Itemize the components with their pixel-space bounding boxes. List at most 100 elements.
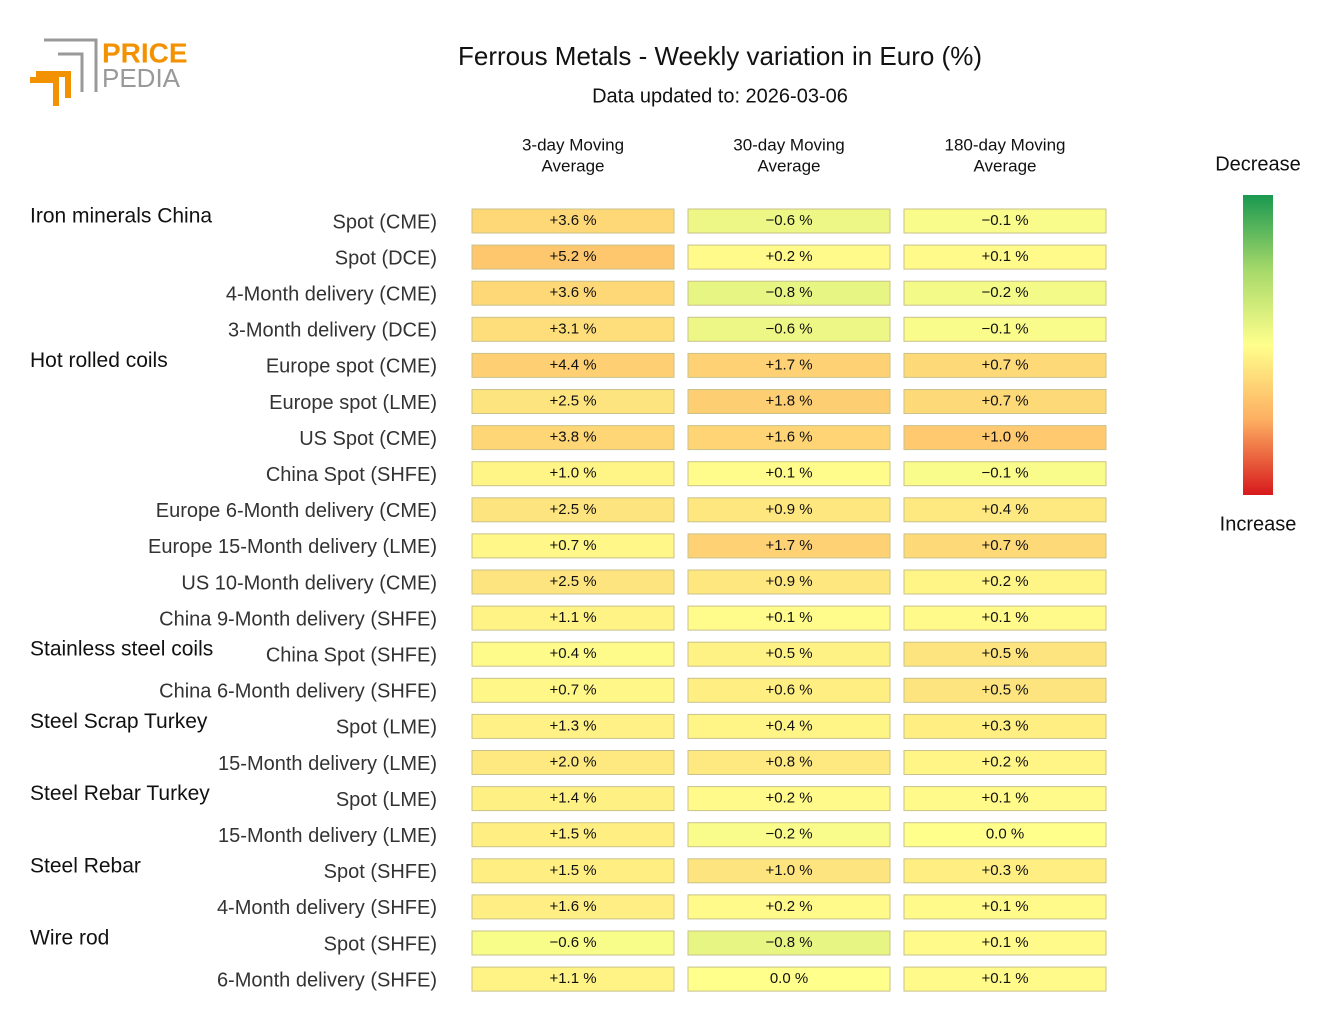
value-label: +0.8 %	[765, 753, 812, 770]
heatmap-cell	[903, 316, 1107, 342]
heatmap-cell	[687, 389, 891, 414]
heatmap-cell	[471, 533, 675, 559]
heatmap-cell	[687, 208, 891, 234]
column-header: Average	[757, 156, 820, 175]
heatmap-cell	[903, 677, 1107, 703]
heatmap-cell	[687, 280, 891, 306]
value-label: +0.1 %	[765, 465, 812, 482]
value-label: +0.7 %	[981, 537, 1028, 554]
value-label: +0.9 %	[765, 501, 812, 518]
heatmap-cell	[471, 605, 675, 631]
value-label: −0.6 %	[765, 212, 812, 229]
row-label: China Spot (SHFE)	[266, 464, 437, 486]
heatmap-cell	[687, 713, 891, 739]
value-label: +2.5 %	[549, 392, 596, 409]
heatmap-cell	[471, 280, 675, 306]
row-label: US 10-Month delivery (CME)	[181, 572, 437, 594]
column-header: 30-day Moving	[733, 135, 845, 154]
row-label: 4-Month delivery (SHFE)	[217, 897, 437, 919]
value-label: −0.8 %	[765, 934, 812, 951]
row-label: China 9-Month delivery (SHFE)	[159, 608, 437, 630]
value-label: +0.2 %	[765, 790, 812, 807]
value-label: +1.4 %	[549, 790, 596, 807]
heatmap-cell	[687, 858, 891, 884]
value-label: +1.0 %	[981, 429, 1028, 446]
row-label: US Spot (CME)	[299, 428, 437, 450]
heatmap-cell	[687, 425, 891, 451]
row-label: Spot (SHFE)	[324, 933, 437, 955]
value-label: +1.7 %	[765, 537, 812, 554]
value-label: +1.6 %	[765, 429, 812, 446]
value-label: +0.1 %	[981, 609, 1028, 626]
value-label: +0.2 %	[765, 248, 812, 265]
heatmap-cell	[903, 966, 1107, 992]
value-label: +0.1 %	[981, 898, 1028, 915]
value-label: +0.6 %	[765, 681, 812, 698]
value-label: +0.1 %	[765, 609, 812, 626]
colorbar-label: Decrease	[1215, 153, 1301, 175]
heatmap-cell	[903, 786, 1107, 812]
value-label: +0.4 %	[765, 717, 812, 734]
value-label: +1.0 %	[549, 465, 596, 482]
heatmap-cell	[687, 894, 891, 920]
heatmap-cell	[471, 316, 675, 342]
row-label: Europe 15-Month delivery (LME)	[148, 536, 437, 558]
heatmap-cell	[471, 966, 675, 992]
value-label: +2.5 %	[549, 573, 596, 590]
value-label: +0.1 %	[981, 970, 1028, 987]
value-label: +1.5 %	[549, 826, 596, 843]
column-header: 3-day Moving	[522, 135, 624, 154]
value-label: +2.5 %	[549, 501, 596, 518]
value-label: +3.6 %	[549, 212, 596, 229]
value-label: +0.4 %	[549, 645, 596, 662]
logo-text: PRICE	[102, 37, 188, 68]
value-label: +1.6 %	[549, 898, 596, 915]
value-label: +3.1 %	[549, 320, 596, 337]
row-label: 4-Month delivery (CME)	[226, 283, 437, 305]
value-label: +0.7 %	[549, 681, 596, 698]
value-label: +0.1 %	[981, 790, 1028, 807]
heatmap-cell	[903, 605, 1107, 631]
value-label: +0.2 %	[981, 753, 1028, 770]
row-label: 15-Month delivery (LME)	[218, 753, 437, 775]
value-label: +3.8 %	[549, 429, 596, 446]
heatmap-cell	[687, 822, 891, 848]
heatmap-cell	[903, 858, 1107, 884]
heatmap-cell	[903, 641, 1107, 667]
value-label: 0.0 %	[770, 970, 808, 987]
heatmap-cell	[687, 497, 891, 523]
heatmap-cell	[471, 389, 675, 414]
group-label: Steel Rebar Turkey	[30, 782, 210, 805]
row-label: Europe spot (LME)	[269, 392, 437, 414]
heatmap-cell	[903, 533, 1107, 559]
value-label: +1.5 %	[549, 862, 596, 879]
heatmap-cell	[471, 425, 675, 451]
value-label: −0.6 %	[549, 934, 596, 951]
heatmap-cell	[471, 641, 675, 667]
value-label: +2.0 %	[549, 753, 596, 770]
heatmap-cell	[903, 208, 1107, 234]
row-label: Europe spot (CME)	[266, 356, 437, 378]
heatmap-cell	[687, 641, 891, 667]
value-label: +0.1 %	[981, 248, 1028, 265]
heatmap-cell	[903, 280, 1107, 306]
value-label: +1.8 %	[765, 392, 812, 409]
heatmap-cell	[903, 713, 1107, 739]
value-label: +0.3 %	[981, 717, 1028, 734]
value-label: +1.0 %	[765, 862, 812, 879]
value-label: −0.1 %	[981, 465, 1028, 482]
row-label: Spot (CME)	[333, 211, 437, 233]
group-label: Stainless steel coils	[30, 638, 213, 661]
value-label: −0.2 %	[981, 284, 1028, 301]
colorbar	[1243, 195, 1273, 495]
heatmap-cell	[687, 677, 891, 703]
heatmap-cell	[687, 930, 891, 956]
heatmap-cell	[471, 786, 675, 812]
value-label: +0.4 %	[981, 501, 1028, 518]
value-label: +3.6 %	[549, 284, 596, 301]
heatmap-cell	[687, 533, 891, 559]
value-label: +0.2 %	[981, 573, 1028, 590]
heatmap-cell	[903, 244, 1107, 270]
heatmap-cell	[687, 316, 891, 342]
heatmap-cell	[471, 352, 675, 378]
